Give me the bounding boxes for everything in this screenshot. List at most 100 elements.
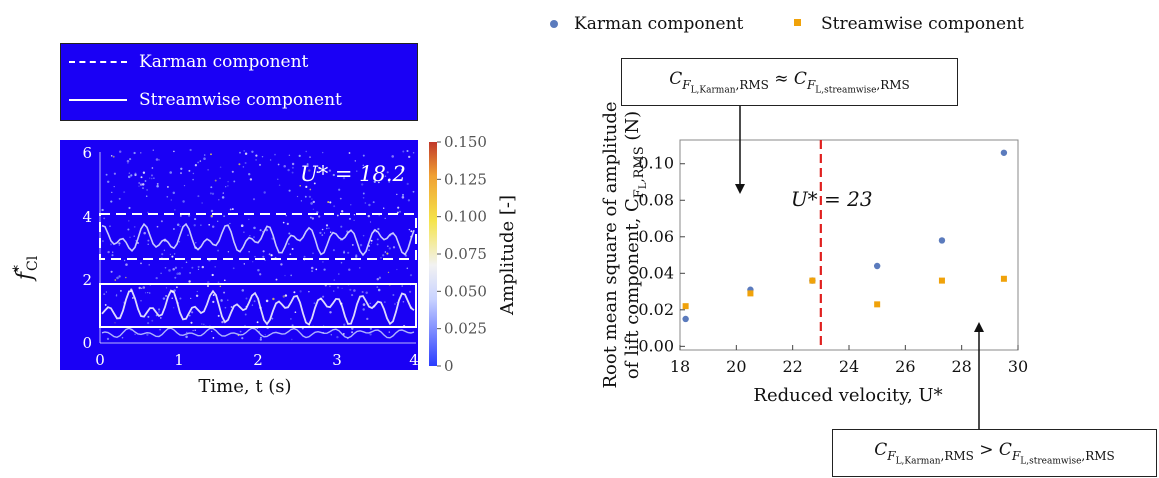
spectrogram-speckle [164,266,167,269]
spectrogram-speckle [105,291,108,293]
spectrogram-speckle [311,198,313,200]
spectrogram-speckle [245,297,248,300]
spectrogram-speckle [268,253,271,256]
spectrogram-speckle [231,208,234,211]
spectrogram-speckle [412,190,415,193]
spectrogram-speckle [224,279,226,282]
spectrogram-speckle [127,162,129,164]
spectrogram-speckle [291,162,295,166]
spectrogram-speckle [298,154,301,157]
spectrogram-speckle [309,216,312,219]
spectrogram-speckle [284,274,286,277]
spectrogram-speckle [239,330,242,333]
spectrogram-speckle [212,337,215,339]
spectrogram-speckle [240,224,244,227]
spectrogram-speckle [288,232,291,235]
spectrogram-speckle [318,215,321,218]
spectrogram-speckle [362,234,365,237]
svg-text:Root mean square of amplitude: Root mean square of amplitude [600,101,621,388]
spectrogram-speckle [180,167,183,170]
spectrogram-speckle [141,187,145,190]
spectrogram-speckle [304,195,307,198]
spectrogram-speckle [220,299,223,302]
spectrogram-speckle [201,323,203,325]
spectrogram-speckle [101,208,104,212]
spectrogram-speckle [239,151,241,154]
spectrogram-speckle [322,151,324,154]
spectrogram-speckle [217,314,220,317]
spectrogram-speckle [197,161,199,164]
spectrogram-speckle [109,225,111,227]
spectrogram-speckle [336,335,339,339]
spectrogram-speckle [212,294,215,297]
colorbar-tick-label: 0.100 [444,208,487,226]
spectrogram-speckle [172,191,176,195]
spectrogram-speckle [179,215,182,217]
legend-streamwise-marker [794,19,801,26]
spectrogram-speckle [150,174,154,177]
spectrogram-speckle [143,231,146,235]
colorbar-tick-label: 0.075 [444,245,487,263]
x-tick-3: 3 [332,351,342,369]
spectrogram-speckle [231,170,234,173]
spectrogram-speckle [232,267,235,270]
spectrogram-speckle [139,183,143,186]
spectrogram-speckle [133,151,136,155]
spectrogram-speckle [194,329,196,331]
spectrogram-speckle [321,234,324,236]
streamwise-point [809,277,816,284]
y-tick-0: 0 [82,334,92,352]
spectrogram-speckle [192,178,194,181]
spectrogram-speckle [243,150,246,152]
spectrogram-speckle [351,243,354,246]
spectrogram-speckle [148,264,150,266]
spectrogram-speckle [229,208,232,211]
spectrogram-speckle [111,191,113,193]
spectrogram-speckle [134,172,137,175]
spectrogram-speckle [394,177,397,180]
spectrogram-speckle [277,178,279,180]
spectrogram-speckle [197,268,200,271]
spectrogram-speckle [132,297,134,299]
spectrogram-speckle [211,330,213,333]
spectrogram-speckle [161,253,164,256]
spectrogram-speckle [201,202,203,204]
spectrogram-speckle [410,230,413,233]
spectrogram-speckle [110,270,113,273]
spectrogram-speckle [280,263,283,266]
spectrogram-speckle [229,222,231,225]
spectrogram-speckle [257,268,260,272]
spectrogram-speckle [408,155,411,159]
spectrogram-speckle [310,202,313,205]
spectrogram-speckle [210,153,212,156]
spectrogram-speckle [396,268,398,271]
spectrogram-speckle [151,167,154,169]
spectrogram-speckle [196,290,198,293]
spectrogram-speckle [291,338,293,341]
spectrogram-speckle [106,180,110,184]
spectrogram-speckle [147,243,149,246]
spectrogram-speckle [285,214,287,217]
spectrogram-speckle [394,303,396,305]
spectrogram-speckle [166,185,169,188]
spectrogram-xlabel: Time, t (s) [198,376,291,397]
spectrogram-speckle [401,285,403,287]
spectrogram-speckle [243,231,245,233]
spectrogram-speckle [262,250,265,253]
annotation-greater-box: CFL,Karman,RMS > CFL,streamwise,RMS [832,429,1157,477]
spectrogram-speckle [359,243,363,247]
spectrogram-speckle [407,199,411,202]
spectrogram-speckle [174,266,178,269]
spectrogram-speckle [406,182,409,185]
spectrogram-speckle [370,239,373,242]
spectrogram-speckle [376,243,379,246]
spectrogram-speckle [141,183,145,186]
spectrogram-speckle [187,234,189,237]
spectrogram-speckle [190,297,192,300]
legend-streamwise: Streamwise component [69,88,342,112]
spectrogram-speckle [128,206,131,210]
x-tick-label: 18 [670,357,690,376]
spectrogram-speckle [326,227,328,230]
spectrogram-speckle [169,253,172,256]
spectrogram-signals [101,222,415,339]
